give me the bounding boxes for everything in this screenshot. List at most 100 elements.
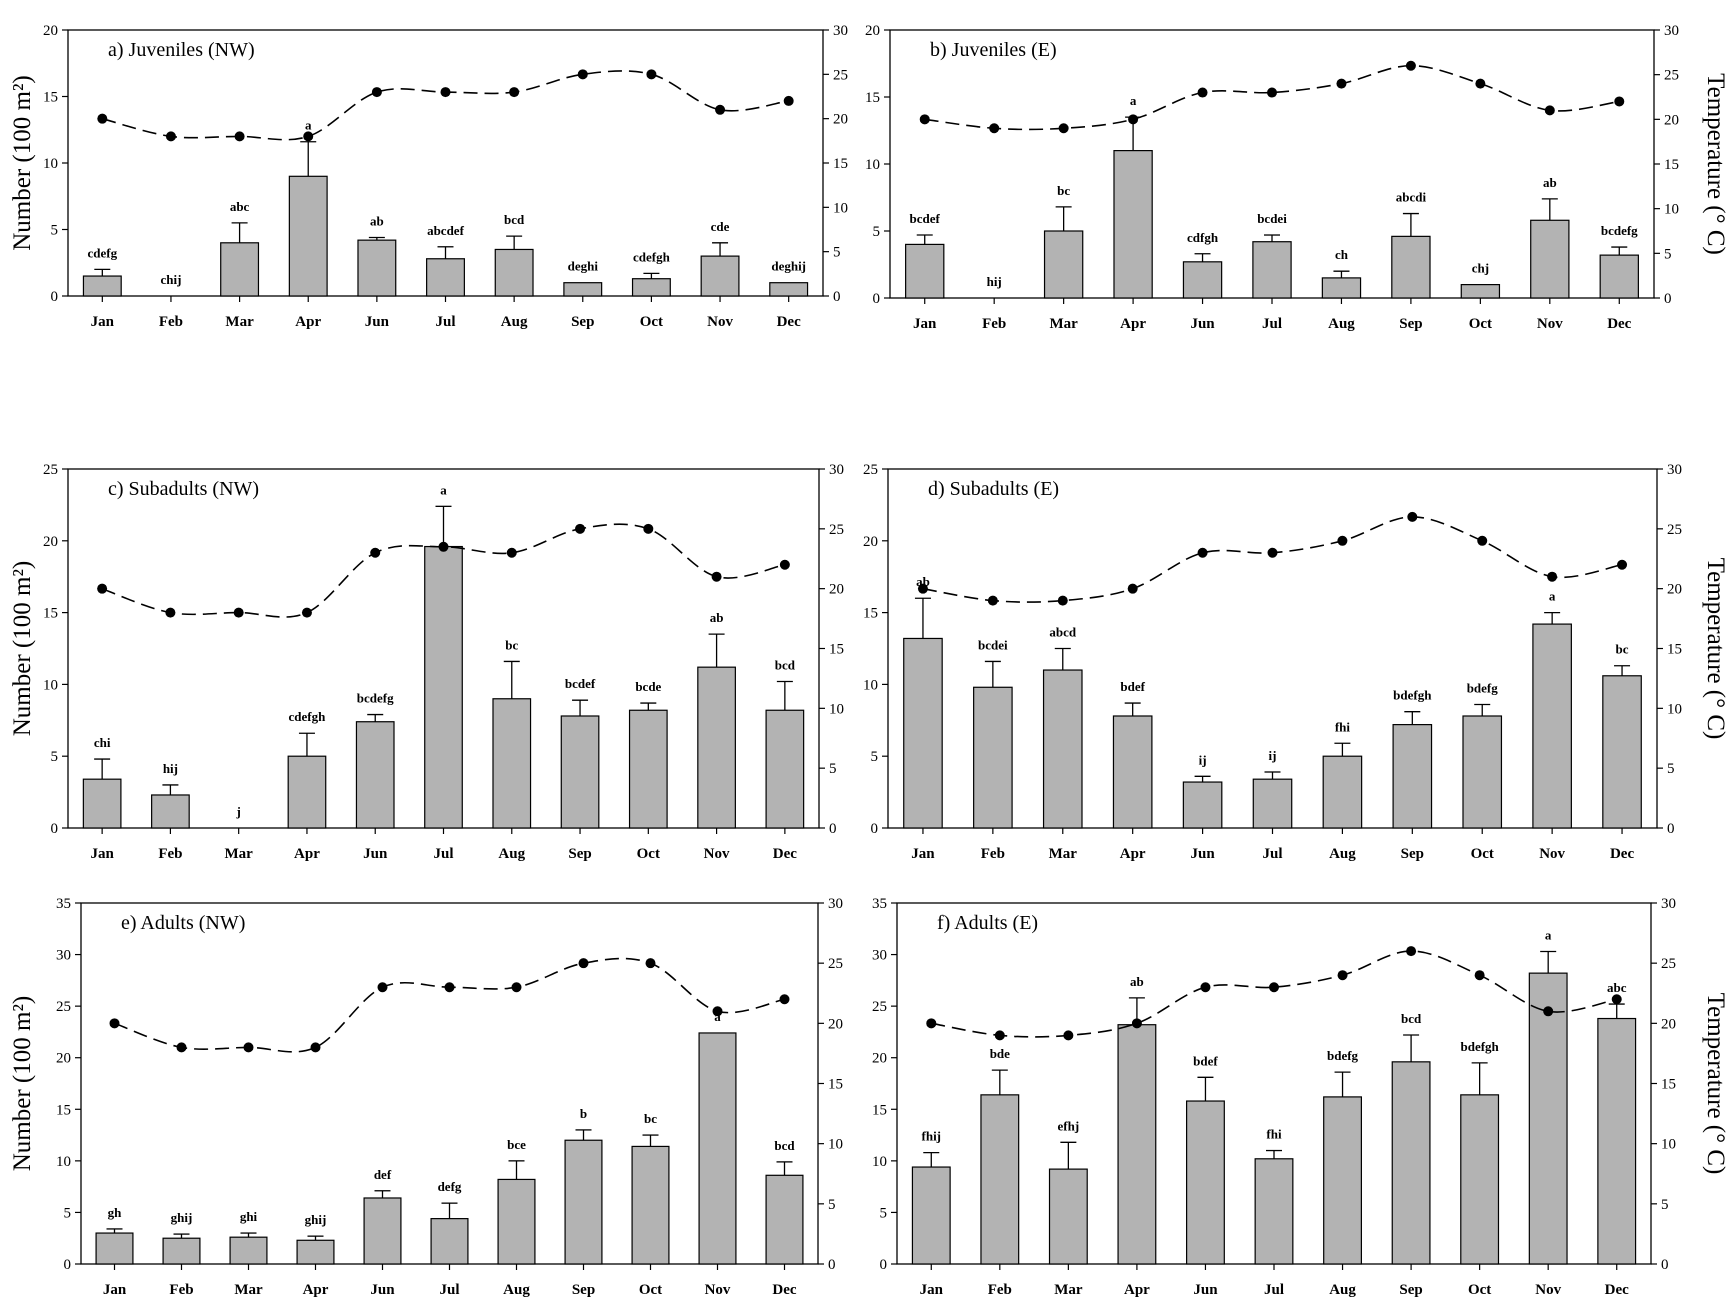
bar [1113,150,1153,299]
left-tick-label: 15 [863,606,878,622]
left-tick-label: 35 [872,896,887,912]
month-label: Sep [568,846,591,862]
month-label: Jan [91,314,115,330]
left-tick-label: 25 [863,462,878,478]
month-label: Aug [498,846,525,862]
significance-label: ij [1269,748,1277,763]
month-label: Sep [571,314,594,330]
temperature-marker [779,559,790,570]
right-tick-label: 15 [1664,157,1679,173]
temperature-marker [917,583,928,594]
temperature-line [114,957,785,1053]
bar [973,686,1013,829]
bar [288,175,328,297]
panel-title: c) Subadults (NW) [108,478,259,500]
right-tick-label: 5 [828,1197,836,1213]
left-tick-label: 20 [865,23,880,39]
bar [698,1032,737,1265]
temperature-marker [989,123,1000,134]
temperature-marker [1336,78,1347,89]
month-label: Oct [1469,316,1492,332]
significance-label: a [1549,589,1556,604]
month-label: Mar [1049,846,1078,862]
significance-label: bcd [774,1138,795,1153]
month-label: Mar [234,1282,263,1298]
month-label: Apr [1120,846,1146,862]
left-tick-label: 20 [863,534,878,550]
month-label: Jul [439,1282,459,1298]
significance-label: a [440,482,447,497]
temperature-marker [715,104,726,115]
significance-label: fhi [1266,1127,1282,1142]
temperature-marker [506,547,517,558]
left-tick-label: 10 [43,156,58,172]
significance-label: ghij [305,1212,327,1227]
significance-label: ghi [240,1209,258,1224]
bar [1323,1096,1362,1265]
left-tick-label: 15 [43,90,58,106]
temperature-marker [1337,970,1348,981]
temperature-marker [645,958,656,969]
right-tick-label: 0 [1664,291,1672,307]
bar [631,1145,670,1265]
month-label: Apr [1120,316,1146,332]
temperature-marker [926,1018,937,1029]
bar [765,709,805,829]
right-tick-label: 30 [1664,23,1679,39]
bar [430,1218,469,1265]
panel-a: 05101520051015202530JancdefgFebchijMarab… [9,23,848,330]
month-label: Oct [1468,1282,1491,1298]
temperature-marker [109,1018,120,1029]
bar [1252,241,1292,299]
month-label: Jul [1262,846,1282,862]
right-tick-label: 15 [828,1077,843,1093]
bar [1599,254,1639,299]
temperature-marker [176,1042,187,1053]
left-tick-label: 10 [865,157,880,173]
left-tick-label: 10 [56,1154,71,1170]
significance-label: ab [370,213,384,228]
bar [424,545,463,829]
right-tick-label: 20 [833,112,848,128]
left-tick-label: 10 [872,1154,887,1170]
bar [296,1239,335,1265]
left-tick-label: 20 [872,1051,887,1067]
left-tick-label: 5 [51,223,59,239]
panel-e: 0 5 10 15 20 25 30 35 0 5 10 15 20 25 30 Jan gh Feb ghij Ma… [9,896,843,1298]
significance-label: ab [710,610,724,625]
right-tick-label: 10 [833,200,848,216]
temperature-marker [783,95,794,106]
month-label: Mar [225,846,254,862]
bar [162,1237,201,1265]
temperature-marker [97,583,108,594]
significance-label: bdefgh [1393,688,1432,703]
left-tick-label: 10 [863,677,878,693]
bar [1252,778,1293,829]
temperature-marker [1337,535,1348,546]
bar [1322,755,1363,829]
panel-title: e) Adults (NW) [121,912,245,934]
significance-label: chj [1472,261,1489,276]
bar [1112,715,1153,829]
temperature-marker [1544,105,1555,116]
temperature-marker [1058,123,1069,134]
right-tick-label: 0 [829,821,837,837]
right-tick-label: 30 [833,23,848,39]
left-tick-label: 15 [43,606,58,622]
bar [1182,781,1223,829]
month-label: Dec [1610,846,1634,862]
right-axis-title: Temperature (° C) [1702,73,1729,255]
month-label: Oct [640,314,663,330]
left-tick-label: 15 [865,90,880,106]
right-tick-label: 15 [1667,642,1682,658]
month-label: Dec [777,314,801,330]
temperature-marker [1617,559,1628,570]
temperature-marker [1197,87,1208,98]
significance-label: chij [160,272,181,287]
significance-label: cde [711,219,730,234]
month-label: Nov [1539,846,1565,862]
right-tick-label: 5 [1661,1197,1669,1213]
temperature-marker [444,982,455,993]
temperature-marker [711,571,722,582]
month-label: Aug [1328,316,1355,332]
